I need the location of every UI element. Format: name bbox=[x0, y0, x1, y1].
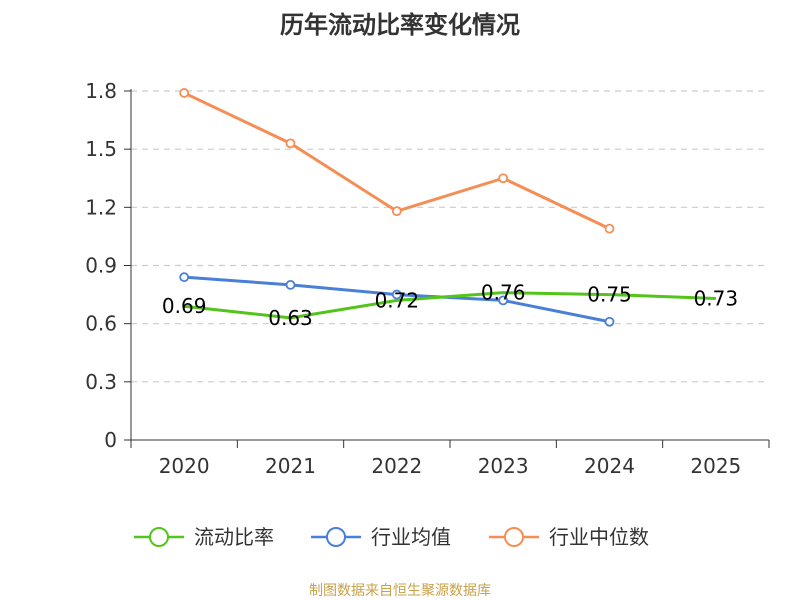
series-line-0 bbox=[184, 291, 716, 320]
x-tick-label: 2021 bbox=[265, 454, 316, 478]
series-lines bbox=[179, 88, 716, 327]
y-tick-label: 1.5 bbox=[85, 137, 117, 161]
data-label: 0.73 bbox=[694, 286, 739, 310]
series-point-2 bbox=[179, 88, 190, 98]
y-tick-label: 1.2 bbox=[85, 195, 117, 219]
data-label: 0.72 bbox=[375, 288, 420, 312]
x-tick-label: 2024 bbox=[584, 454, 635, 478]
legend-label-1: 行业均值 bbox=[371, 525, 451, 549]
y-tick-label: 1.8 bbox=[85, 79, 117, 103]
legend-marker-2 bbox=[504, 527, 524, 547]
data-labels: 0.69 0.63 0.72 0.76 0.75 0.73 bbox=[162, 281, 738, 330]
y-tick-label: 0.9 bbox=[85, 254, 117, 278]
legend-marker-0 bbox=[149, 527, 169, 547]
series-point-1 bbox=[498, 295, 509, 306]
data-label: 0.75 bbox=[587, 283, 632, 307]
y-tick-label: 0.6 bbox=[85, 312, 117, 336]
series-point-2 bbox=[498, 173, 509, 184]
data-label: 0.76 bbox=[481, 281, 526, 305]
series-point-2 bbox=[285, 138, 296, 149]
series-point-1 bbox=[179, 272, 190, 283]
x-tick-label: 2020 bbox=[159, 454, 210, 478]
source-note: 制图数据来自恒生聚源数据库 bbox=[309, 583, 491, 599]
chart-title: 历年流动比率变化情况 bbox=[280, 11, 520, 39]
x-tick-label: 2023 bbox=[478, 454, 529, 478]
series-point-2 bbox=[604, 223, 615, 234]
series-point-2 bbox=[391, 206, 402, 217]
y-tick-label: 0.3 bbox=[85, 370, 117, 394]
data-label: 0.63 bbox=[268, 306, 313, 330]
legend-marker-1 bbox=[326, 527, 346, 547]
y-tick-label: 0 bbox=[104, 428, 117, 452]
legend: 流动比率 行业均值 行业中位数 bbox=[134, 525, 649, 549]
legend-label-0: 流动比率 bbox=[194, 525, 274, 549]
axes: 0 0.3 0.6 0.9 1.2 1.5 1.8 2020 2021 2022 2023 2024 2… bbox=[85, 79, 770, 478]
series-point-1 bbox=[604, 316, 615, 327]
data-label: 0.69 bbox=[162, 294, 207, 318]
series-point-1 bbox=[285, 279, 296, 290]
grid-lines bbox=[131, 90, 769, 383]
x-tick-label: 2025 bbox=[690, 454, 741, 478]
legend-label-2: 行业中位数 bbox=[549, 525, 649, 549]
series-point-1 bbox=[391, 289, 402, 300]
x-tick-label: 2022 bbox=[371, 454, 422, 478]
